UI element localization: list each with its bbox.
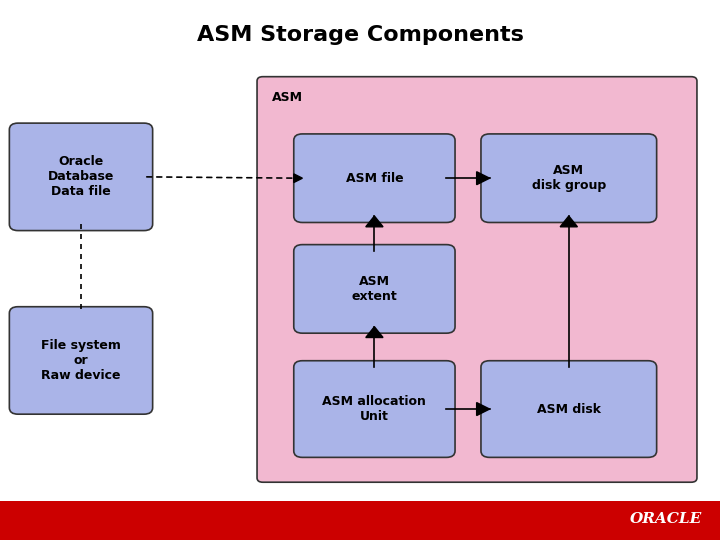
FancyBboxPatch shape: [294, 134, 455, 222]
Text: ASM disk: ASM disk: [537, 402, 600, 416]
Bar: [0, 501, 720, 540]
FancyBboxPatch shape: [481, 361, 657, 457]
FancyBboxPatch shape: [294, 361, 455, 457]
Polygon shape: [477, 172, 490, 185]
FancyBboxPatch shape: [257, 77, 697, 482]
Polygon shape: [560, 216, 577, 227]
Polygon shape: [294, 174, 302, 183]
FancyBboxPatch shape: [9, 307, 153, 414]
Text: ASM allocation
Unit: ASM allocation Unit: [323, 395, 426, 423]
Text: ASM
disk group: ASM disk group: [531, 164, 606, 192]
FancyBboxPatch shape: [9, 123, 153, 231]
Text: ASM Storage Components: ASM Storage Components: [197, 25, 523, 45]
Text: ASM file: ASM file: [346, 172, 403, 185]
Polygon shape: [366, 327, 383, 338]
Text: ORACLE: ORACLE: [630, 511, 702, 525]
Text: ASM: ASM: [271, 91, 302, 104]
Polygon shape: [477, 403, 490, 416]
FancyBboxPatch shape: [294, 245, 455, 333]
Text: File system
or
Raw device: File system or Raw device: [41, 339, 121, 382]
Text: ASM
extent: ASM extent: [351, 275, 397, 303]
Polygon shape: [366, 216, 383, 227]
Text: Oracle
Database
Data file: Oracle Database Data file: [48, 156, 114, 198]
FancyBboxPatch shape: [481, 134, 657, 222]
